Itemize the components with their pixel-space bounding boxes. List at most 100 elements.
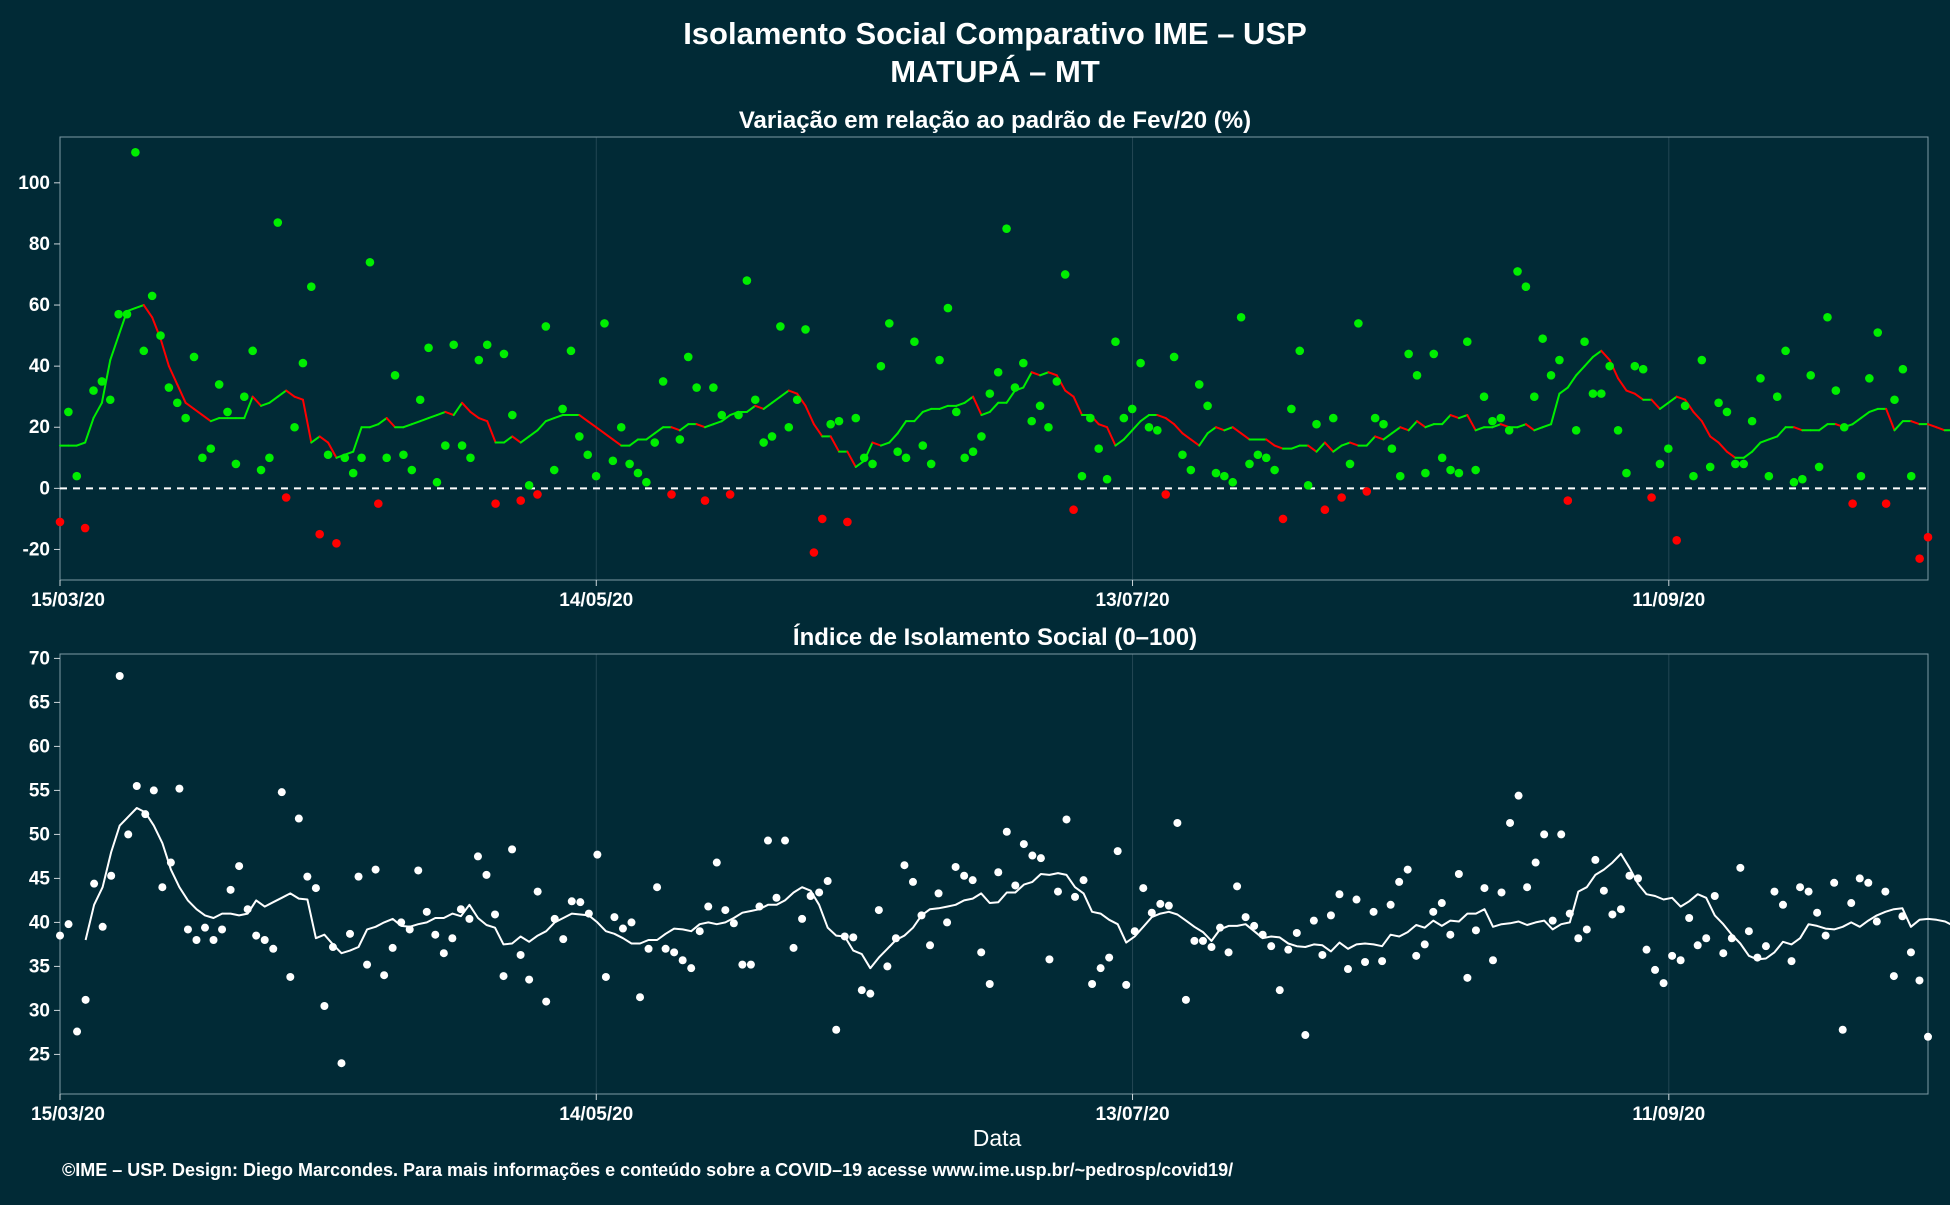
data-point (849, 933, 858, 942)
trend-segment (1725, 450, 1737, 459)
data-point (273, 218, 283, 227)
data-point (1685, 914, 1694, 922)
trend-segment (528, 429, 539, 438)
data-point (1651, 965, 1660, 974)
trend-segment (1700, 420, 1712, 438)
data-point (141, 810, 150, 819)
data-point (1224, 948, 1233, 957)
data-point (1354, 319, 1363, 328)
data-point (235, 862, 244, 871)
data-point (281, 493, 291, 502)
trend-segment (92, 401, 103, 420)
main-title-line1: Isolamento Social Comparativo IME – USP (683, 16, 1307, 51)
data-point (661, 944, 670, 953)
trend-segment (771, 395, 782, 404)
data-point (482, 340, 492, 350)
data-point (147, 291, 157, 301)
data-point (346, 929, 355, 938)
data-point (746, 960, 755, 969)
data-point (1873, 328, 1883, 337)
data-point (499, 349, 509, 359)
data-point (1521, 282, 1531, 292)
data-point (1588, 389, 1598, 398)
data-point (658, 377, 668, 386)
footer-credit: ©IME – USP. Design: Diego Marcondes. Par… (62, 1160, 1233, 1180)
data-point (1122, 980, 1131, 989)
trend-segment (1457, 414, 1469, 420)
data-point (1739, 459, 1749, 469)
data-point (541, 322, 551, 331)
data-point (1345, 459, 1355, 469)
data-point (1529, 392, 1539, 401)
data-point (1744, 927, 1753, 936)
trend-segment (536, 420, 547, 432)
data-point (934, 889, 943, 898)
data-point (1241, 913, 1250, 922)
data-point (1139, 884, 1148, 893)
trend-segment (1416, 420, 1427, 429)
data-point (1194, 380, 1204, 389)
data-point (320, 1002, 329, 1010)
data-point (1216, 923, 1225, 932)
data-point (97, 377, 107, 386)
data-point (1412, 371, 1422, 380)
data-point (1198, 936, 1207, 945)
data-point (365, 257, 375, 267)
data-point (432, 477, 442, 487)
data-point (516, 950, 525, 959)
data-point (1337, 493, 1346, 502)
data-point (422, 907, 431, 916)
trend-segment (1818, 423, 1829, 432)
data-point (1672, 535, 1681, 545)
y-tick-label: 100 (18, 173, 50, 194)
data-point (1923, 532, 1933, 542)
trend-segment (142, 304, 154, 319)
data-point (575, 432, 584, 441)
data-point (397, 918, 406, 927)
data-point (558, 404, 567, 414)
data-point (968, 447, 978, 456)
trend-segment (1859, 410, 1871, 420)
data-point (712, 858, 721, 867)
data-point (72, 471, 82, 481)
data-point (792, 395, 802, 405)
data-point (926, 459, 936, 469)
data-point (1303, 480, 1313, 490)
trend-segment (1173, 423, 1184, 435)
data-point (1848, 499, 1857, 508)
data-point (357, 453, 366, 463)
trend-segment (444, 410, 455, 417)
trend-segment (871, 441, 882, 447)
data-point (642, 477, 651, 487)
data-point (1787, 957, 1796, 966)
data-point (1546, 371, 1556, 380)
trend-segment (251, 395, 263, 407)
data-point (994, 868, 1003, 877)
data-point (1028, 851, 1037, 860)
data-point (1060, 270, 1070, 279)
trend-segment (1340, 441, 1352, 447)
trend-segment (1575, 365, 1586, 377)
data-point (1806, 371, 1816, 380)
trend-segment (260, 401, 271, 407)
data-point (290, 422, 299, 432)
trend-segment (1692, 410, 1703, 423)
trend-segment (829, 435, 841, 453)
data-point (1002, 827, 1011, 836)
trend-segment (1667, 395, 1678, 404)
data-point (1036, 854, 1045, 863)
data-point (1462, 337, 1472, 346)
x-tick-label: 14/05/20 (559, 590, 633, 611)
data-point (214, 380, 224, 389)
data-point (817, 514, 827, 524)
data-point (1102, 474, 1112, 484)
data-point (457, 441, 467, 450)
trend-segment (519, 435, 531, 444)
trend-segment (628, 438, 639, 447)
data-point (1053, 887, 1062, 896)
data-point (1523, 883, 1532, 892)
data-point (1668, 951, 1677, 960)
data-point (107, 871, 116, 880)
data-point (508, 410, 517, 420)
trend-segment (1265, 438, 1276, 447)
